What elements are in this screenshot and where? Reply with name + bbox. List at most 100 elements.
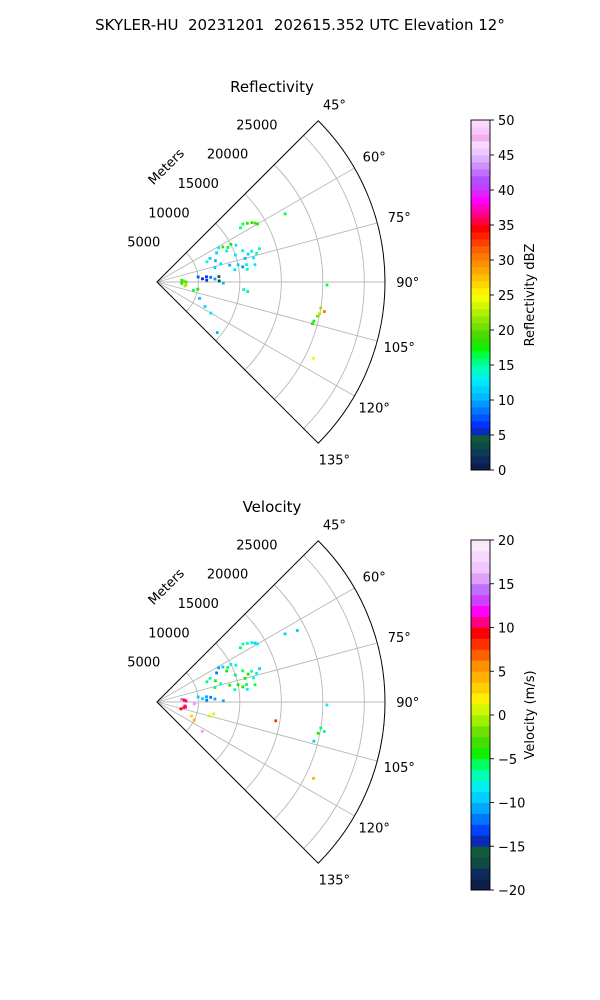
radar-gate	[250, 249, 254, 253]
colorbar-tick-label: 25	[498, 289, 515, 304]
colorbar-swatch	[471, 358, 490, 366]
colorbar: −20 −15 −10 −5 0 5 10 15 20 Velocity (m/s)	[470, 534, 538, 899]
radar-gate	[255, 672, 259, 675]
colorbar-swatch	[471, 857, 490, 869]
radar-gate	[239, 226, 242, 230]
colorbar-swatch	[471, 330, 490, 338]
colorbar-swatch	[471, 190, 490, 198]
radar-gate	[203, 305, 207, 308]
radar-gate	[196, 695, 200, 699]
radar-gate	[209, 695, 213, 699]
radar-gate	[234, 663, 238, 667]
colorbar-swatch	[471, 253, 490, 261]
colorbar-swatch	[471, 162, 490, 170]
colorbar-swatch	[471, 302, 490, 310]
radar-gate	[182, 706, 186, 710]
colorbar-tick-label: −10	[498, 797, 525, 812]
colorbar-tick-label: −5	[498, 753, 517, 768]
radar-gate	[283, 632, 287, 636]
radar-gate	[217, 246, 221, 250]
colorbar-swatch	[471, 127, 490, 135]
radar-gate	[221, 281, 225, 285]
radar-gate	[209, 275, 213, 279]
colorbar-tick-label: 45	[498, 149, 515, 164]
azimuth-tick-label: 105°	[384, 341, 415, 356]
colorbar-swatch	[471, 442, 490, 450]
colorbar-swatch	[471, 281, 490, 289]
colorbar-tick-label: 10	[498, 622, 515, 637]
radar-gate	[207, 714, 211, 718]
colorbar-swatch	[471, 835, 490, 847]
radar-gate	[295, 629, 299, 632]
colorbar-swatch	[471, 561, 490, 574]
colorbar-swatch	[471, 421, 490, 429]
colorbar-label: Reflectivity dBZ	[523, 244, 538, 347]
grid-spoke	[156, 587, 355, 703]
radar-gate	[214, 259, 217, 263]
figure-title: SKYLER-HU 20231201 202615.352 UTC Elevat…	[95, 16, 505, 34]
radar-gate	[241, 265, 245, 269]
colorbar-tick-label: 20	[498, 534, 515, 549]
radar-gate	[213, 266, 217, 269]
grid-spoke	[156, 701, 355, 817]
chart-title: Reflectivity	[230, 78, 314, 96]
colorbar-tick-label: 5	[498, 665, 506, 680]
radar-gate	[312, 739, 316, 743]
radar-gate	[221, 699, 225, 703]
radar-gate	[215, 251, 219, 255]
colorbar-swatch	[471, 295, 490, 303]
azimuth-tick-label: 120°	[359, 401, 390, 416]
radar-gate	[319, 306, 323, 310]
grid-spoke	[156, 281, 355, 397]
radar-gate	[243, 256, 247, 260]
colorbar-swatch	[471, 736, 490, 749]
radar-gate	[250, 221, 254, 225]
radar-gate	[190, 714, 193, 718]
radar-gate	[241, 685, 245, 689]
grid-spoke	[156, 167, 355, 283]
azimuth-tick-label: 120°	[359, 821, 390, 836]
radar-gate	[180, 281, 184, 285]
colorbar-swatch	[471, 868, 490, 880]
polar-grid	[156, 135, 385, 429]
colorbar-swatch	[471, 605, 490, 617]
colorbar-swatch	[471, 594, 490, 607]
radar-gate	[219, 682, 223, 686]
colorbar-swatch	[471, 393, 490, 401]
colorbar-swatch	[471, 572, 490, 585]
colorbar-swatch	[471, 616, 490, 628]
colorbar-swatch	[471, 802, 490, 814]
colorbar-swatch	[471, 747, 490, 760]
radar-gate	[312, 776, 315, 780]
radar-gate	[246, 290, 250, 293]
radar-gate	[229, 662, 233, 666]
radar-gate	[253, 221, 257, 225]
grid-spoke	[156, 701, 378, 762]
radar-gate	[192, 718, 196, 722]
colorbar-swatch	[471, 155, 490, 163]
radar-gate	[195, 701, 199, 705]
polar-grid	[156, 555, 385, 849]
radar-gate	[196, 275, 200, 279]
colorbar-swatch	[471, 414, 490, 422]
radar-gate	[310, 322, 314, 326]
radar-gate	[246, 252, 250, 256]
grid-spoke	[156, 281, 378, 342]
colorbar-swatch	[471, 246, 490, 254]
colorbar: 0 5 10 15 20 25 30 35 40 45 50 Reflectivity dBZ	[470, 114, 538, 479]
radial-tick-label: 20000	[207, 148, 248, 163]
radar-gate	[312, 356, 315, 360]
colorbar-swatch	[471, 769, 490, 782]
radar-gate	[233, 253, 237, 257]
azimuth-tick-label: 135°	[319, 873, 350, 888]
azimuth-tick-label: 45°	[323, 519, 346, 534]
colorbar-swatch	[471, 407, 490, 415]
colorbar-swatch	[471, 148, 490, 156]
colorbar-swatch	[471, 239, 490, 247]
colorbar-swatch	[471, 583, 490, 596]
radar-gate	[198, 296, 201, 300]
colorbar-swatch	[471, 183, 490, 191]
azimuth-tick-label: 75°	[388, 631, 411, 646]
radar-gate	[200, 729, 204, 733]
radar-gate	[325, 283, 329, 287]
